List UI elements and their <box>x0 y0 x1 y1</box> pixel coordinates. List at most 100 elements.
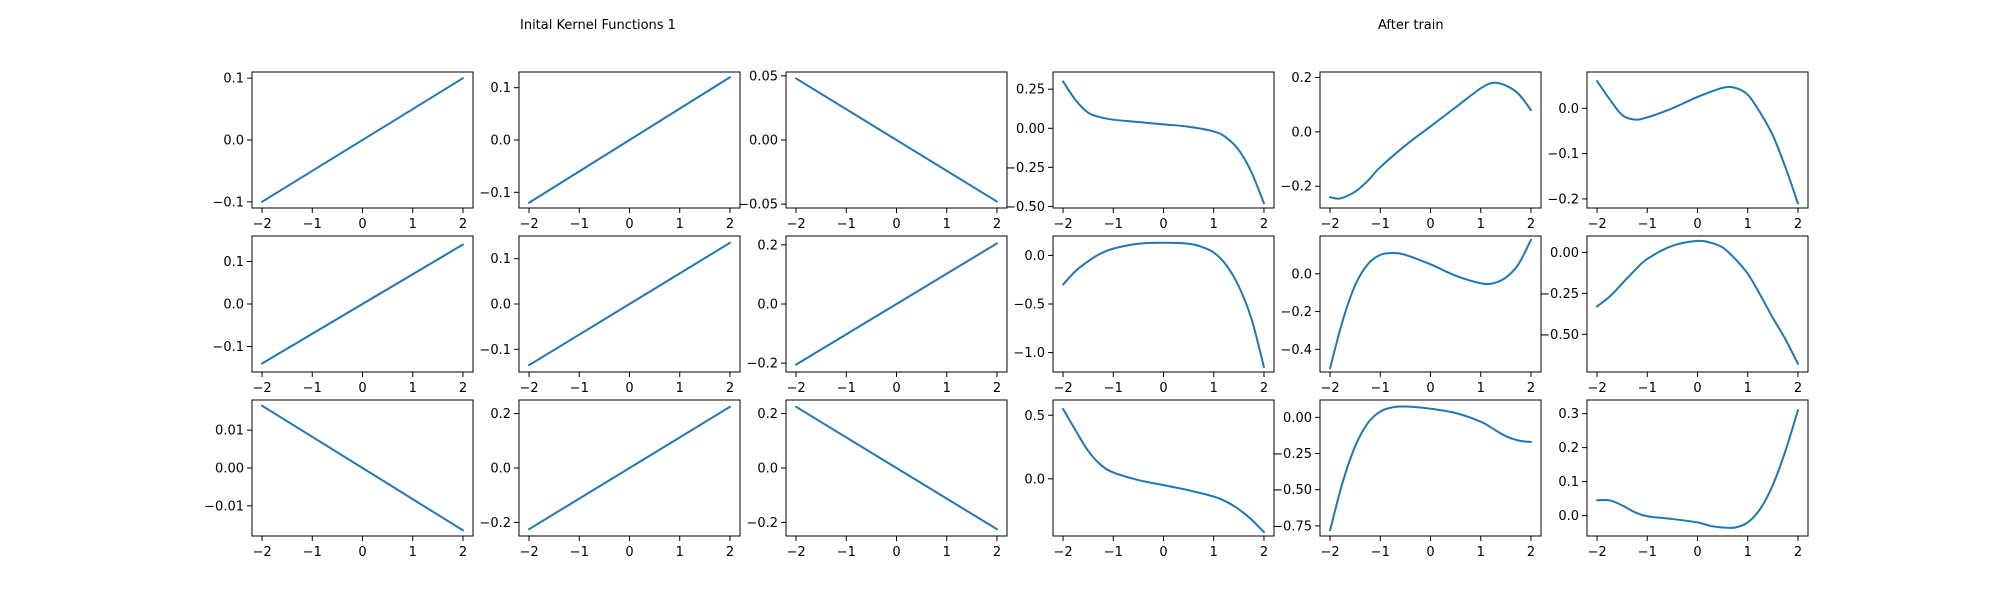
y-tick-label: −0.4 <box>1280 343 1312 358</box>
x-tick-label: 0 <box>1159 217 1167 232</box>
subplot-r3-c2: −2 −1 0 1 2 −0.2 0.0 0.2 <box>479 399 741 560</box>
y-tick-label: 0.2 <box>757 238 778 253</box>
y-tick-label: 0.2 <box>490 407 511 422</box>
y-tick-label: −0.01 <box>204 499 244 514</box>
x-tick-label: 2 <box>459 545 467 560</box>
x-tick-label: −1 <box>1638 381 1657 396</box>
x-tick-label: −2 <box>252 381 271 396</box>
y-tick-label: 0.2 <box>757 407 778 422</box>
y-tick-label: −1.0 <box>1013 346 1045 361</box>
x-tick-label: 0 <box>358 545 366 560</box>
x-tick-label: −1 <box>303 217 322 232</box>
series-line <box>261 77 464 203</box>
axes-frame <box>1586 399 1809 537</box>
y-tick-label: 0.0 <box>1558 102 1579 117</box>
y-tick-label: −0.25 <box>1272 447 1312 462</box>
y-tick-label: −0.75 <box>1272 519 1312 534</box>
x-tick-label: 0 <box>1426 217 1434 232</box>
y-tick-label: 0.0 <box>490 462 511 477</box>
x-tick-label: −1 <box>837 381 856 396</box>
y-tick-label: 0.0 <box>1024 472 1045 487</box>
y-tick-label: 0.00 <box>1016 122 1045 137</box>
x-tick-label: 0 <box>358 217 366 232</box>
series-line <box>795 77 998 203</box>
x-tick-label: 0 <box>1159 545 1167 560</box>
x-tick-label: −2 <box>1320 217 1339 232</box>
y-tick-label: −0.2 <box>1547 192 1579 207</box>
subplot-r1-c3: −2 −1 0 1 2 −0.05 0.00 0.05 <box>738 69 1008 232</box>
x-tick-label: −2 <box>1587 381 1606 396</box>
y-tick-label: 0.0 <box>757 298 778 313</box>
x-tick-label: −1 <box>303 545 322 560</box>
y-tick-label: 0.3 <box>1558 407 1579 422</box>
x-tick-label: −1 <box>570 217 589 232</box>
x-tick-label: −1 <box>570 545 589 560</box>
y-tick-label: −0.2 <box>1280 305 1312 320</box>
x-tick-label: 0 <box>625 217 633 232</box>
x-tick-label: 2 <box>1260 217 1268 232</box>
y-tick-label: 0.2 <box>1558 441 1579 456</box>
y-tick-label: 0.05 <box>749 69 778 84</box>
y-tick-label: −0.2 <box>746 357 778 372</box>
subplot-r1-c5: −2 −1 0 1 2 −0.2 0.0 0.2 <box>1280 71 1542 232</box>
y-tick-label: 0.1 <box>490 252 511 267</box>
x-tick-label: −1 <box>1104 381 1123 396</box>
y-tick-label: 0.01 <box>215 424 244 439</box>
x-tick-label: 1 <box>1744 381 1752 396</box>
x-tick-label: 1 <box>943 217 951 232</box>
x-tick-label: 2 <box>726 217 734 232</box>
subplot-r1-c6: −2 −1 0 1 2 −0.2 −0.1 0.0 <box>1547 71 1809 232</box>
y-tick-label: 0.00 <box>1283 411 1312 426</box>
subplot-r2-c3: −2 −1 0 1 2 −0.2 0.0 0.2 <box>746 235 1008 396</box>
y-tick-label: 0.1 <box>223 255 244 270</box>
subplot-r2-c5: −2 −1 0 1 2 −0.4 −0.2 0.0 <box>1280 235 1542 396</box>
x-tick-label: 1 <box>676 381 684 396</box>
y-tick-label: 0.0 <box>1291 125 1312 140</box>
x-tick-label: 0 <box>358 381 366 396</box>
y-tick-label: −0.1 <box>1547 147 1579 162</box>
x-tick-label: 1 <box>943 545 951 560</box>
axes-frame <box>1052 235 1275 373</box>
x-tick-label: 1 <box>409 545 417 560</box>
series-line <box>1062 407 1265 534</box>
axes-frame <box>1052 399 1275 537</box>
x-tick-label: 2 <box>726 545 734 560</box>
x-tick-label: 1 <box>1210 381 1218 396</box>
left-title: Inital Kernel Functions 1 <box>520 18 676 33</box>
x-tick-label: 0 <box>625 381 633 396</box>
x-tick-label: 2 <box>726 381 734 396</box>
x-tick-label: −1 <box>1104 217 1123 232</box>
series-line <box>1329 238 1532 370</box>
axes-frame <box>1052 71 1275 209</box>
y-tick-label: 0.0 <box>223 298 244 313</box>
x-tick-label: −2 <box>252 217 271 232</box>
x-tick-label: −2 <box>519 545 538 560</box>
x-tick-label: −1 <box>1371 381 1390 396</box>
y-tick-label: −0.50 <box>1272 483 1312 498</box>
x-tick-label: −1 <box>837 217 856 232</box>
subplot-r1-c1: −2 −1 0 1 2 −0.1 0.0 0.1 <box>212 71 474 232</box>
x-tick-label: −2 <box>1053 381 1072 396</box>
x-tick-label: 2 <box>459 381 467 396</box>
x-tick-label: −2 <box>1320 381 1339 396</box>
x-tick-label: 0 <box>892 545 900 560</box>
subplot-grid: −2 −1 0 1 2 −0.1 0.0 0.1 −2 −1 0 1 2 −0.1 0.0 0.1 −2 −1 0 1… <box>204 69 1809 560</box>
y-tick-label: 0.00 <box>1550 246 1579 261</box>
series-line <box>1596 239 1799 365</box>
x-tick-label: −2 <box>519 381 538 396</box>
x-tick-label: 2 <box>1794 381 1802 396</box>
series-line <box>528 405 731 531</box>
x-tick-label: −2 <box>1053 545 1072 560</box>
x-tick-label: −1 <box>570 381 589 396</box>
y-tick-label: −0.50 <box>1539 328 1579 343</box>
x-tick-label: 0 <box>1693 217 1701 232</box>
y-tick-label: 0.0 <box>1558 509 1579 524</box>
x-tick-label: −2 <box>519 217 538 232</box>
subplot-r3-c5: −2 −1 0 1 2 −0.75 −0.50 −0.25 0.00 <box>1272 399 1542 560</box>
series-line <box>1329 405 1532 532</box>
x-tick-label: 1 <box>409 381 417 396</box>
subplot-r2-c4: −2 −1 0 1 2 −1.0 −0.5 0.0 <box>1013 235 1275 396</box>
series-line <box>1062 80 1265 205</box>
series-line <box>261 243 464 365</box>
